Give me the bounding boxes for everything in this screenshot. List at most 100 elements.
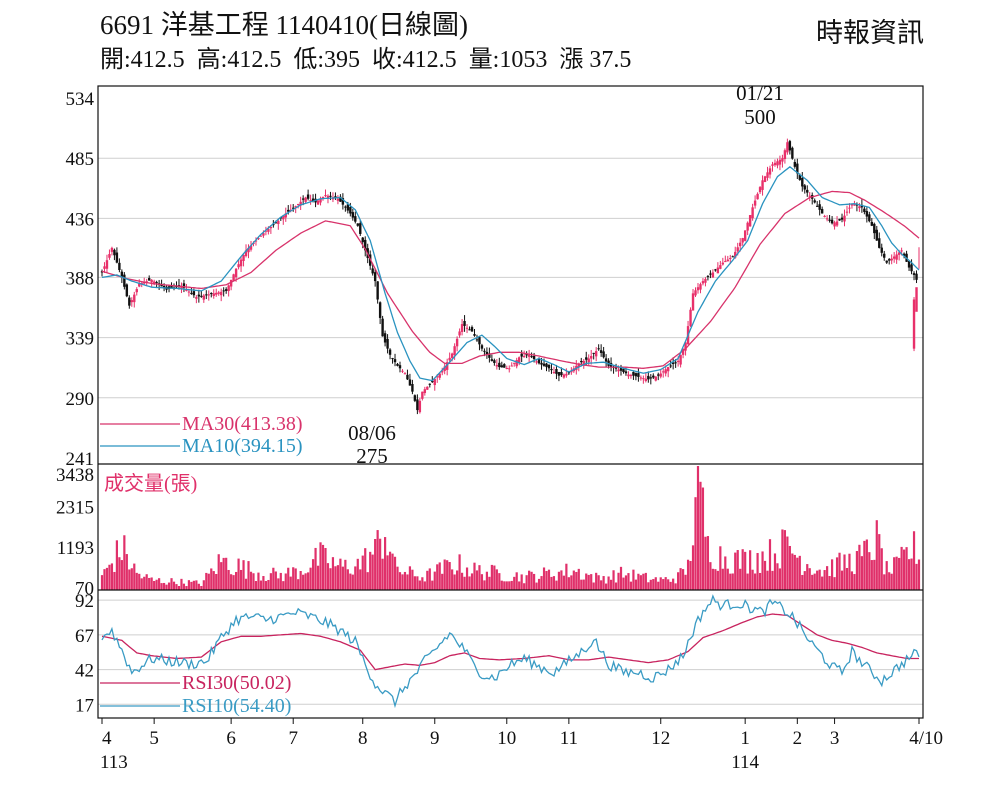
candle-body (443, 366, 446, 371)
candle-body (513, 362, 516, 364)
candle-body (294, 206, 297, 208)
candle-body (773, 162, 777, 166)
volume-bar (272, 567, 275, 590)
volume-bar (731, 573, 734, 590)
candle-body (517, 357, 521, 364)
volume-bar (113, 571, 116, 590)
candle-body (801, 177, 804, 187)
volume-bar (259, 580, 263, 590)
volume-bar (463, 576, 466, 590)
candle-body (746, 222, 749, 231)
candle-body (888, 259, 891, 261)
volume-bar (158, 578, 161, 590)
volume-bar (299, 571, 302, 590)
candle-body (341, 198, 345, 205)
volume-bar (254, 581, 258, 590)
candle-body (674, 362, 677, 364)
volume-bar (754, 573, 757, 590)
volume-bar (816, 570, 819, 590)
volume-bar (684, 574, 687, 590)
candle-body (719, 265, 722, 269)
candle-body (227, 285, 230, 292)
price-tick-label: 290 (66, 389, 95, 410)
candle-body (885, 260, 888, 263)
volume-bar (674, 583, 677, 590)
candle-body (704, 278, 707, 283)
candle-body (580, 360, 583, 363)
volume-bar (230, 574, 233, 590)
candle-body (731, 256, 734, 258)
volume-bar (642, 573, 645, 590)
volume-bar (771, 570, 774, 590)
volume-bar (783, 530, 787, 590)
volume-bar (838, 552, 841, 590)
volume-bar (356, 558, 359, 590)
volume-bar (622, 577, 625, 590)
volume-bar (600, 580, 603, 590)
candle-body (863, 208, 866, 212)
candle-body (488, 353, 491, 358)
candle-body (319, 198, 322, 203)
x-year-label: 113 (100, 752, 128, 773)
volume-bar (493, 565, 496, 590)
volume-bar (557, 571, 561, 590)
volume-bar (287, 567, 290, 590)
low-date-annotation: 08/06 (348, 421, 396, 445)
volume-bar (903, 549, 906, 590)
candle-body (892, 256, 896, 259)
volume-bar (361, 555, 364, 590)
candle-body (234, 268, 238, 278)
volume-bar (575, 571, 578, 590)
volume-bar (632, 569, 635, 590)
volume-bar (336, 565, 340, 590)
volume-bar (351, 574, 354, 590)
volume-bar (865, 539, 868, 590)
volume-bar (858, 544, 861, 590)
candle-body (530, 356, 533, 358)
candle-body (582, 360, 585, 366)
volume-bar (739, 568, 742, 590)
candle-body (796, 163, 799, 174)
volume-bar (545, 570, 548, 590)
candle-body (793, 161, 797, 167)
chart-title: 6691 洋基工程 1140410(日線圖) (100, 10, 468, 40)
volume-bar (334, 566, 337, 590)
candle-body (485, 351, 489, 355)
volume-bar (125, 554, 128, 590)
candle-body (865, 211, 869, 217)
volume-bar (451, 569, 454, 590)
candle-body (875, 229, 878, 241)
candle-body (726, 259, 729, 262)
candle-body (709, 273, 712, 275)
volume-bar (369, 551, 372, 590)
candle-body (716, 267, 720, 274)
volume-bar (205, 572, 208, 590)
volume-bar (339, 558, 342, 590)
volume-bar (659, 577, 662, 590)
candle-body (679, 354, 682, 365)
volume-bar (386, 555, 389, 590)
candle-body (644, 378, 648, 381)
volume-bar (696, 466, 700, 590)
volume-bar (465, 567, 469, 590)
volume-bar (490, 564, 493, 590)
volume-bar (411, 569, 414, 590)
candle-body (681, 348, 685, 355)
candle-body (224, 289, 228, 291)
x-tick-label: 5 (149, 728, 159, 749)
low-value: 低:395 (293, 47, 361, 73)
volume-tick-label: 1193 (57, 538, 94, 559)
volume-bar (145, 574, 148, 590)
volume-bar (890, 573, 893, 590)
candle-body (229, 279, 233, 287)
x-tick-label: 10 (497, 728, 516, 749)
candle-body (850, 203, 854, 206)
candle-body (729, 258, 732, 260)
volume-bar (185, 586, 188, 590)
volume-bar (192, 580, 195, 590)
volume-bar (766, 570, 769, 590)
volume-bar (376, 530, 379, 590)
price-tick-label: 485 (66, 149, 95, 170)
volume-bar (138, 573, 141, 590)
candle-body (431, 381, 434, 383)
